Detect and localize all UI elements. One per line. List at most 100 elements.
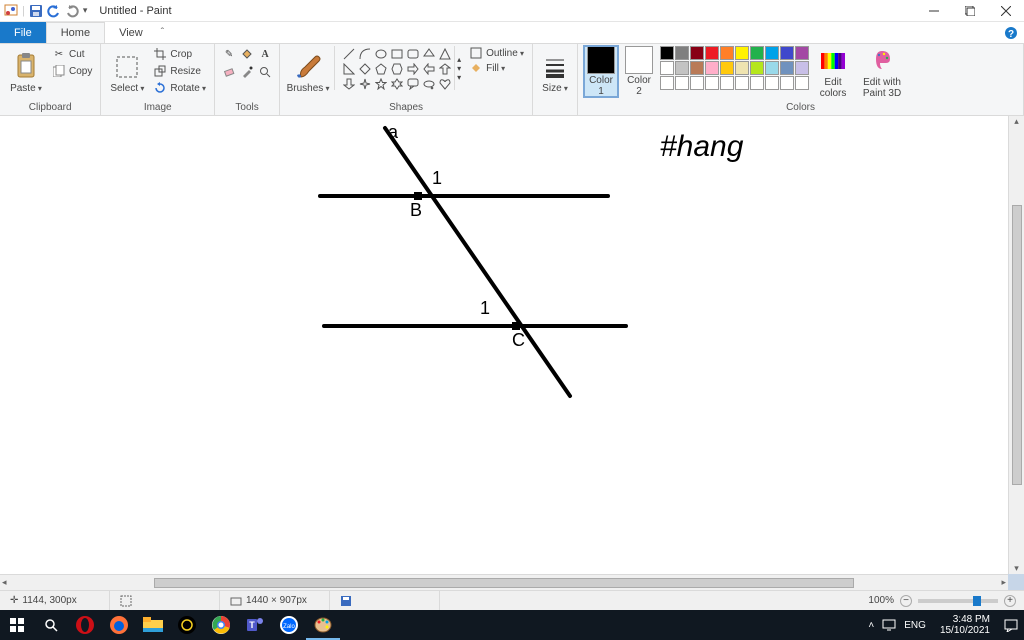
picker-icon[interactable]: [239, 64, 255, 80]
maximize-button[interactable]: [952, 0, 988, 22]
lang-indicator[interactable]: ENG: [904, 620, 926, 631]
search-button[interactable]: [34, 610, 68, 640]
vertical-scrollbar[interactable]: ▴ ▾: [1008, 116, 1024, 574]
scroll-right-icon[interactable]: ▸: [1001, 577, 1006, 588]
brushes-button[interactable]: Brushes: [286, 46, 330, 100]
shape-6star-icon[interactable]: [389, 76, 405, 92]
shape-diamond-icon[interactable]: [357, 61, 373, 77]
help-button[interactable]: ?: [998, 22, 1024, 43]
shape-uarrow-icon[interactable]: [437, 61, 453, 77]
scroll-left-icon[interactable]: ◂: [2, 577, 7, 588]
cut-button[interactable]: ✂Cut: [50, 46, 94, 62]
palette-swatch[interactable]: [660, 61, 674, 75]
zoom-in-button[interactable]: +: [1004, 595, 1016, 607]
edit-colors-button[interactable]: Edit colors: [813, 46, 853, 100]
palette-swatch[interactable]: [720, 76, 734, 90]
paste-button[interactable]: Paste: [6, 46, 46, 100]
palette-swatch[interactable]: [780, 61, 794, 75]
tab-home[interactable]: Home: [46, 22, 105, 43]
zoom-out-button[interactable]: −: [900, 595, 912, 607]
palette-swatch[interactable]: [690, 46, 704, 60]
pencil-icon[interactable]: ✎: [221, 46, 237, 62]
palette-swatch[interactable]: [660, 46, 674, 60]
palette-swatch[interactable]: [690, 76, 704, 90]
text-icon[interactable]: A: [257, 46, 273, 62]
palette-swatch[interactable]: [765, 76, 779, 90]
magnifier-icon[interactable]: [257, 64, 273, 80]
palette-swatch[interactable]: [705, 46, 719, 60]
shape-cloud-icon[interactable]: [421, 76, 437, 92]
palette-swatch[interactable]: [750, 76, 764, 90]
shape-hexagon-icon[interactable]: [389, 61, 405, 77]
palette-swatch[interactable]: [735, 46, 749, 60]
qat-dropdown-icon[interactable]: ▾: [83, 5, 88, 16]
palette-swatch[interactable]: [735, 61, 749, 75]
shape-heart-icon[interactable]: [437, 76, 453, 92]
color1-button[interactable]: Color 1: [584, 46, 618, 97]
paint3d-button[interactable]: Edit with Paint 3D: [857, 46, 907, 100]
hscroll-thumb[interactable]: [154, 578, 854, 588]
canvas[interactable]: a1B1C#hang: [0, 116, 1008, 574]
start-button[interactable]: [0, 610, 34, 640]
shape-roundrect-icon[interactable]: [405, 46, 421, 62]
redo-icon[interactable]: [65, 4, 79, 18]
select-button[interactable]: Select: [107, 46, 147, 100]
shape-5star-icon[interactable]: [373, 76, 389, 92]
shape-triangle-icon[interactable]: [437, 46, 453, 62]
taskbar-explorer-icon[interactable]: [136, 610, 170, 640]
palette-swatch[interactable]: [720, 46, 734, 60]
shape-rect-icon[interactable]: [389, 46, 405, 62]
tray-monitor-icon[interactable]: [882, 619, 896, 631]
palette-swatch[interactable]: [795, 61, 809, 75]
taskbar-paint-icon[interactable]: [306, 610, 340, 640]
horizontal-scrollbar[interactable]: ◂ ▸: [0, 574, 1008, 590]
palette-swatch[interactable]: [780, 46, 794, 60]
shape-darrow-icon[interactable]: [341, 76, 357, 92]
shape-rarrow-icon[interactable]: [405, 61, 421, 77]
shapes-gallery[interactable]: [341, 46, 452, 90]
size-button[interactable]: Size: [539, 46, 571, 100]
shape-oval-icon[interactable]: [373, 46, 389, 62]
palette-swatch[interactable]: [795, 46, 809, 60]
palette-swatch[interactable]: [750, 46, 764, 60]
tab-view[interactable]: View: [105, 22, 157, 43]
shape-line-icon[interactable]: [341, 46, 357, 62]
palette-swatch[interactable]: [765, 46, 779, 60]
close-button[interactable]: [988, 0, 1024, 22]
shapes-scroll-up-icon[interactable]: ▴: [455, 55, 463, 64]
palette-swatch[interactable]: [750, 61, 764, 75]
shape-polygon-icon[interactable]: [421, 46, 437, 62]
zoom-slider[interactable]: [918, 599, 998, 603]
shape-4star-icon[interactable]: [357, 76, 373, 92]
taskbar-firefox-icon[interactable]: [102, 610, 136, 640]
eraser-icon[interactable]: [221, 64, 237, 80]
vscroll-thumb[interactable]: [1012, 205, 1022, 485]
palette-swatch[interactable]: [705, 61, 719, 75]
shape-curve-icon[interactable]: [357, 46, 373, 62]
taskbar-opera-icon[interactable]: [68, 610, 102, 640]
shape-rtriangle-icon[interactable]: [341, 61, 357, 77]
zoom-thumb[interactable]: [973, 596, 981, 606]
shapes-scroll-down-icon[interactable]: ▾: [455, 64, 463, 73]
scroll-down-icon[interactable]: ▾: [1014, 563, 1019, 574]
shapefill-button[interactable]: Fill: [467, 61, 526, 75]
minimize-ribbon-icon[interactable]: ˆ: [157, 22, 168, 43]
resize-button[interactable]: Resize: [151, 63, 208, 79]
palette-swatch[interactable]: [660, 76, 674, 90]
palette-swatch[interactable]: [675, 46, 689, 60]
tab-file[interactable]: File: [0, 22, 46, 43]
crop-button[interactable]: Crop: [151, 46, 208, 62]
undo-icon[interactable]: [47, 4, 61, 18]
tray-chevron-icon[interactable]: ˄: [868, 620, 874, 631]
minimize-button[interactable]: [916, 0, 952, 22]
palette-swatch[interactable]: [690, 61, 704, 75]
shape-pentagon-icon[interactable]: [373, 61, 389, 77]
palette-swatch[interactable]: [735, 76, 749, 90]
palette-swatch[interactable]: [675, 76, 689, 90]
color2-button[interactable]: Color 2: [622, 46, 656, 97]
palette-swatch[interactable]: [765, 61, 779, 75]
clock[interactable]: 3:48 PM 15/10/2021: [934, 614, 996, 636]
palette-swatch[interactable]: [795, 76, 809, 90]
fill-icon[interactable]: [239, 46, 255, 62]
rotate-button[interactable]: Rotate: [151, 80, 208, 96]
